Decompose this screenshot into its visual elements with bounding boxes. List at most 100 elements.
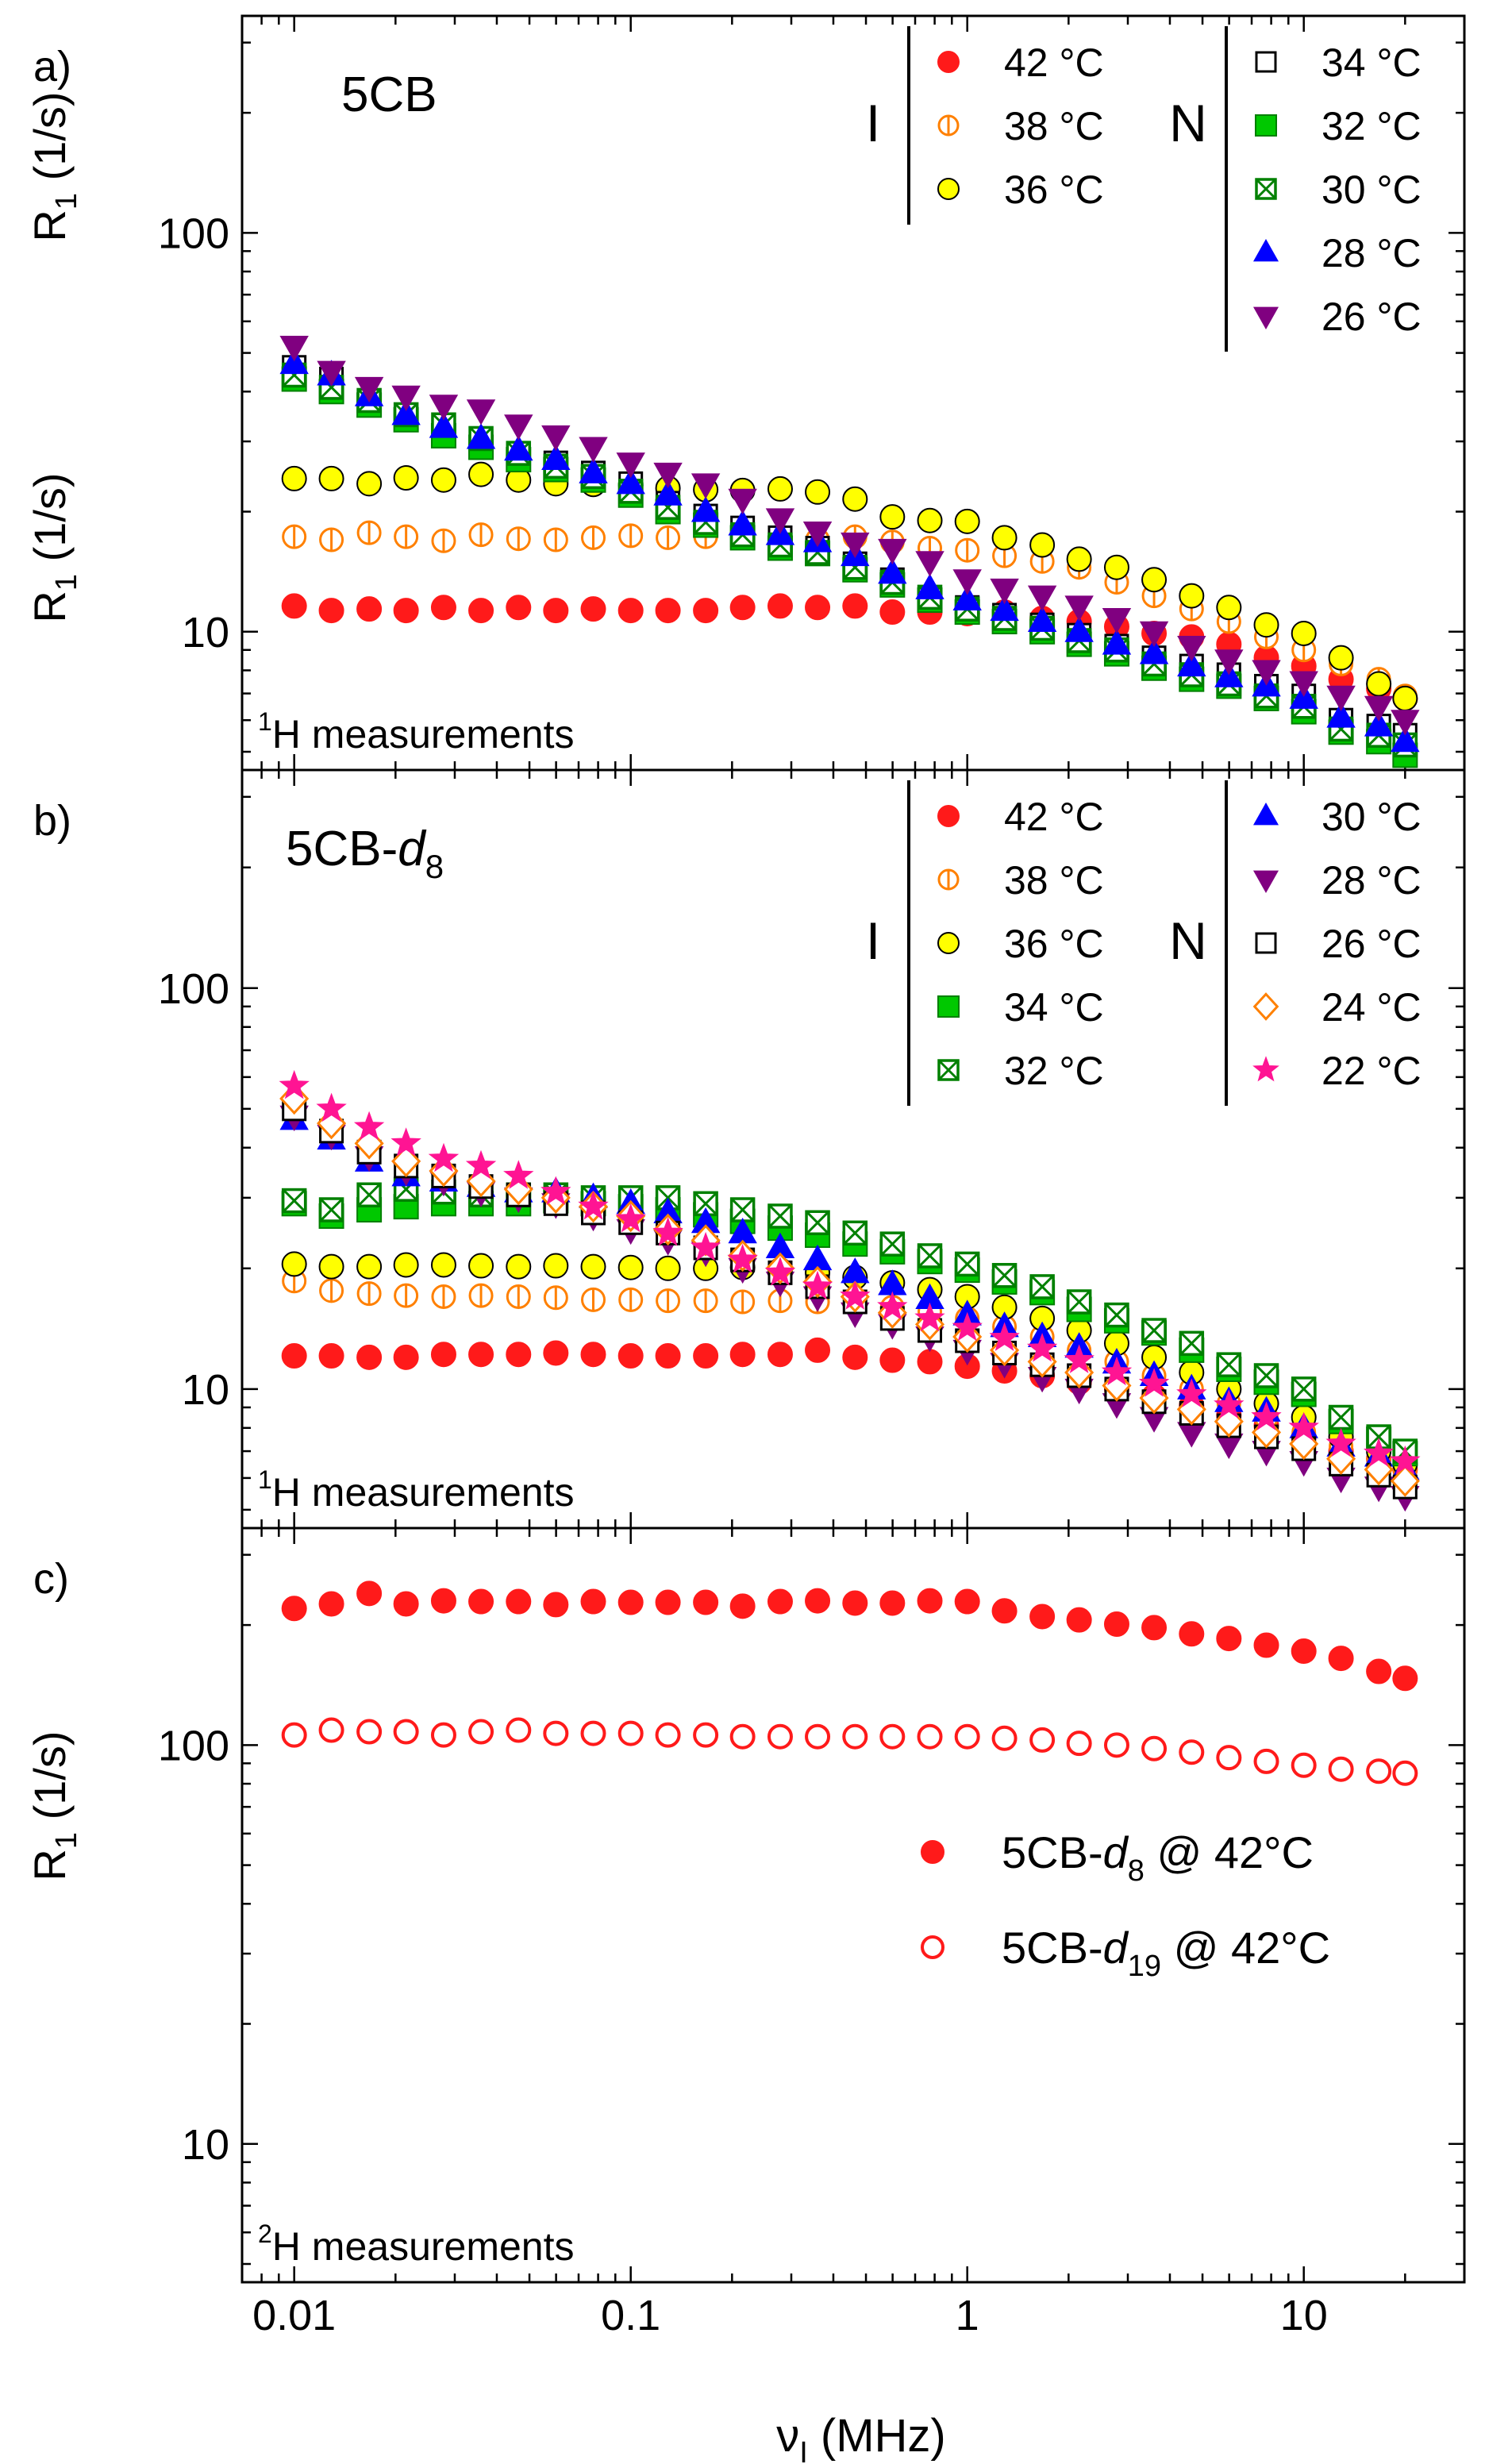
data-point — [1066, 1607, 1092, 1633]
data-point — [616, 452, 645, 479]
data-point — [319, 1278, 344, 1303]
data-point — [1177, 635, 1206, 662]
legend-item: 26 °C — [1252, 295, 1422, 339]
measurement-note: 1H measurements — [258, 707, 575, 757]
data-point — [353, 1111, 385, 1141]
legend-item: 36 °C — [937, 167, 1104, 212]
panel-label: a) — [33, 43, 71, 90]
data-point — [543, 1720, 569, 1746]
data-point — [728, 488, 757, 515]
data-point — [543, 598, 569, 624]
series-0 — [281, 593, 1418, 711]
phase-label-nematic: N — [1169, 911, 1207, 970]
data-point — [281, 1188, 307, 1214]
legend-marker — [937, 932, 960, 954]
data-point — [805, 1337, 831, 1363]
legend-label: 32 °C — [1321, 104, 1422, 148]
data-point — [954, 1723, 980, 1750]
data-point — [318, 1197, 344, 1222]
data-point — [1391, 710, 1420, 736]
data-point — [1179, 583, 1205, 609]
data-point — [506, 595, 532, 621]
legend-marker — [1255, 178, 1277, 200]
data-point — [652, 1217, 683, 1246]
data-point — [617, 1254, 644, 1280]
legend-label: 42 °C — [1004, 795, 1104, 839]
y-axis-label-a: R1 (1/s) — [25, 91, 83, 241]
data-point — [617, 1720, 644, 1746]
data-point — [728, 510, 757, 536]
data-point — [506, 526, 531, 552]
axis-ticks — [240, 770, 1466, 1528]
data-point — [393, 598, 419, 624]
svg-text:R1 (1/s): R1 (1/s) — [25, 1731, 83, 1881]
data-point — [879, 1347, 906, 1373]
data-point — [1177, 1422, 1206, 1448]
legend-label: 5CB-d8 @ 42°C — [1002, 1827, 1314, 1888]
legend-label: 38 °C — [1004, 104, 1104, 148]
data-point — [356, 471, 383, 497]
data-point — [428, 1142, 460, 1172]
legend-label: 22 °C — [1321, 1049, 1422, 1093]
phase-label-isotropic: I — [866, 911, 880, 970]
data-point — [693, 1343, 719, 1369]
legend-item: 38 °C — [937, 858, 1104, 903]
data-point — [393, 1591, 419, 1617]
data-point — [468, 1253, 494, 1279]
legend-label: 36 °C — [1004, 167, 1104, 212]
data-point — [316, 1092, 347, 1122]
data-point — [541, 425, 571, 452]
legend-item: 42 °C — [937, 40, 1104, 85]
data-point — [617, 598, 644, 624]
series-0 — [281, 1580, 1418, 1692]
data-point — [618, 523, 644, 549]
panel-label: b) — [33, 797, 71, 845]
data-point — [468, 1719, 494, 1745]
data-point — [579, 437, 608, 463]
data-point — [279, 348, 309, 375]
data-point — [1366, 1658, 1392, 1684]
data-point — [1392, 1665, 1418, 1692]
series-4 — [281, 1176, 1418, 1464]
data-point — [1328, 645, 1354, 671]
data-point — [690, 1231, 721, 1261]
y-tick-label: 100 — [158, 965, 229, 1013]
data-point — [842, 1723, 868, 1750]
data-point — [656, 525, 681, 550]
data-point — [468, 1283, 494, 1308]
x-tick-label: 10 — [1280, 2292, 1328, 2339]
data-point — [1214, 1389, 1245, 1419]
data-point — [1064, 1344, 1095, 1373]
legend-label: 38 °C — [1004, 858, 1104, 903]
legend-marker — [1255, 51, 1277, 73]
data-point — [1177, 650, 1206, 677]
data-point — [1139, 621, 1169, 648]
data-point — [281, 1596, 307, 1622]
legend-item: 30 °C — [1252, 795, 1422, 839]
legend: I N 42 °C 38 °C 36 °C 34 °C 32 °C 30 °C 28 °C 26 … — [866, 780, 1422, 1106]
measurement-note: 1H measurements — [258, 1465, 575, 1515]
legend-marker — [1252, 306, 1279, 329]
legend-item: 42 °C — [937, 795, 1104, 839]
data-point — [1392, 1760, 1418, 1786]
data-point — [764, 1257, 796, 1286]
data-point — [1328, 1404, 1354, 1430]
data-point — [579, 457, 608, 483]
legend-marker — [1252, 803, 1279, 826]
data-point — [506, 1717, 532, 1743]
data-point — [541, 1176, 571, 1205]
data-point — [1252, 660, 1281, 686]
data-point — [767, 593, 793, 619]
data-point — [1103, 1611, 1129, 1638]
svg-text:R1 (1/s): R1 (1/s) — [25, 91, 83, 241]
legend-label: 5CB-d19 @ 42°C — [1002, 1923, 1330, 1983]
data-point — [655, 1343, 681, 1369]
legend-item: 24 °C — [1252, 985, 1422, 1030]
data-point — [1291, 620, 1317, 646]
data-point — [1216, 595, 1242, 621]
legend-marker — [937, 114, 960, 137]
data-point — [729, 1342, 756, 1368]
panel-label: c) — [33, 1555, 69, 1603]
data-point — [391, 385, 421, 412]
